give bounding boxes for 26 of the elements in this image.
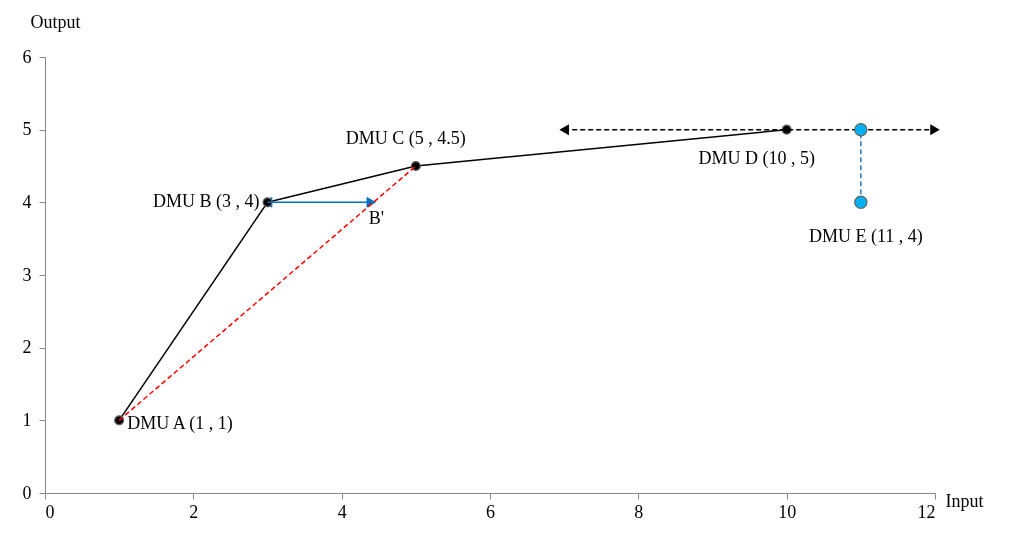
y-tick-label: 1 bbox=[22, 409, 32, 430]
annotation: DMU A (1 , 1) bbox=[127, 413, 233, 435]
x-tick-label: 2 bbox=[189, 501, 199, 522]
annotation: DMU B (3 , 4) bbox=[153, 191, 260, 213]
y-tick-label: 4 bbox=[22, 191, 32, 212]
x-tick-label: 6 bbox=[486, 501, 495, 522]
point bbox=[854, 122, 868, 137]
x-tick-label: 4 bbox=[337, 501, 347, 522]
x-tick-label: 10 bbox=[778, 501, 797, 522]
x-axis-title: Input bbox=[945, 490, 984, 511]
y-axis-title: Output bbox=[30, 11, 81, 32]
y-tick-label: 6 bbox=[22, 46, 32, 67]
y-tick-label: 5 bbox=[22, 119, 32, 140]
annotation: DMU C (5 , 4.5) bbox=[345, 128, 466, 149]
annotation: DMU E (11 , 4) bbox=[808, 226, 923, 248]
annotation: B' bbox=[368, 208, 384, 229]
y-tick-label: 2 bbox=[22, 337, 32, 358]
x-tick-label: 12 bbox=[917, 501, 936, 522]
annotation: DMU D (10 , 5) bbox=[698, 147, 815, 169]
x-tick-label: 8 bbox=[634, 501, 644, 522]
x-tick-label: 0 bbox=[45, 501, 55, 522]
y-tick-label: 3 bbox=[22, 264, 32, 285]
y-tick-label: 0 bbox=[22, 482, 32, 503]
point bbox=[854, 195, 868, 210]
point bbox=[410, 160, 421, 172]
point bbox=[781, 124, 792, 135]
